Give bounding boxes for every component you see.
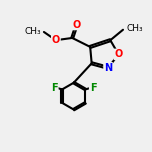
Text: F: F (51, 83, 58, 93)
Text: F: F (90, 83, 96, 93)
Text: N: N (104, 63, 112, 73)
Text: CH₃: CH₃ (126, 24, 143, 33)
Text: O: O (52, 35, 60, 45)
Text: O: O (114, 49, 123, 59)
Text: O: O (73, 19, 81, 29)
Text: CH₃: CH₃ (25, 27, 41, 36)
